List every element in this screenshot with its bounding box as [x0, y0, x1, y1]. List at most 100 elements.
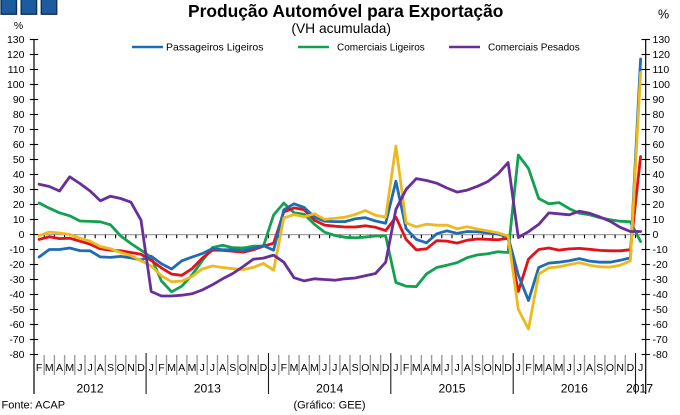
svg-text:Comerciais Ligeiros: Comerciais Ligeiros: [337, 43, 425, 54]
svg-text:M: M: [310, 362, 319, 374]
svg-text:F: F: [36, 362, 42, 374]
svg-text:-60: -60: [653, 319, 668, 331]
svg-text:60: 60: [13, 139, 25, 151]
svg-text:%: %: [14, 20, 23, 32]
svg-text:Comerciais Pesados: Comerciais Pesados: [488, 43, 580, 54]
svg-text:130: 130: [7, 34, 25, 46]
svg-text:50: 50: [13, 154, 25, 166]
svg-text:80: 80: [13, 109, 25, 121]
svg-text:J: J: [210, 362, 215, 374]
svg-text:Passageiros Ligeiros: Passageiros Ligeiros: [166, 42, 263, 54]
svg-text:M: M: [65, 362, 74, 374]
svg-text:(Gráfico: GEE): (Gráfico: GEE): [293, 400, 365, 412]
svg-text:A: A: [56, 362, 63, 374]
svg-text:S: S: [596, 362, 603, 374]
svg-text:F: F: [525, 362, 531, 374]
svg-text:20: 20: [653, 199, 665, 211]
svg-text:A: A: [586, 362, 593, 374]
svg-text:A: A: [97, 362, 104, 374]
svg-text:80: 80: [653, 109, 665, 121]
svg-text:110: 110: [653, 64, 670, 76]
svg-text:M: M: [167, 362, 176, 374]
svg-text:A: A: [464, 362, 471, 374]
svg-text:N: N: [616, 362, 624, 374]
svg-text:D: D: [504, 362, 512, 374]
svg-text:70: 70: [13, 124, 25, 136]
svg-text:-60: -60: [9, 319, 24, 331]
svg-text:S: S: [229, 362, 236, 374]
svg-text:-50: -50: [9, 304, 24, 316]
svg-text:Produção Automóvel para Export: Produção Automóvel para Exportação: [188, 1, 503, 21]
svg-text:-10: -10: [653, 244, 668, 256]
svg-text:2015: 2015: [438, 382, 465, 396]
svg-text:J: J: [87, 362, 92, 374]
svg-text:100: 100: [7, 79, 25, 91]
svg-text:-30: -30: [9, 274, 24, 286]
svg-text:J: J: [516, 362, 521, 374]
svg-text:O: O: [361, 362, 369, 374]
svg-text:A: A: [423, 362, 430, 374]
svg-text:A: A: [301, 362, 308, 374]
svg-text:2017: 2017: [626, 382, 653, 396]
svg-text:F: F: [281, 362, 287, 374]
svg-text:-40: -40: [9, 289, 24, 301]
svg-text:-70: -70: [9, 334, 24, 346]
svg-text:90: 90: [653, 94, 665, 106]
svg-text:M: M: [412, 362, 421, 374]
svg-text:J: J: [77, 362, 82, 374]
svg-text:J: J: [567, 362, 572, 374]
svg-text:40: 40: [653, 169, 665, 181]
svg-text:90: 90: [13, 94, 25, 106]
svg-text:-10: -10: [9, 244, 24, 256]
svg-text:J: J: [149, 362, 154, 374]
svg-text:J: J: [454, 362, 459, 374]
svg-text:N: N: [249, 362, 257, 374]
svg-text:2016: 2016: [561, 382, 588, 396]
svg-text:J: J: [638, 362, 643, 374]
svg-text:S: S: [352, 362, 359, 374]
svg-text:60: 60: [653, 139, 665, 151]
svg-text:2014: 2014: [316, 382, 343, 396]
svg-text:M: M: [290, 362, 299, 374]
svg-text:O: O: [606, 362, 614, 374]
svg-text:130: 130: [653, 34, 671, 46]
svg-text:2013: 2013: [194, 382, 221, 396]
svg-text:0: 0: [653, 229, 659, 241]
svg-text:D: D: [382, 362, 390, 374]
svg-text:-40: -40: [653, 289, 668, 301]
svg-text:2012: 2012: [77, 382, 104, 396]
svg-text:100: 100: [653, 79, 671, 91]
svg-text:30: 30: [653, 184, 665, 196]
svg-text:Fonte: ACAP: Fonte: ACAP: [2, 400, 66, 412]
svg-text:J: J: [393, 362, 398, 374]
svg-text:J: J: [332, 362, 337, 374]
svg-text:O: O: [117, 362, 125, 374]
svg-text:A: A: [341, 362, 348, 374]
svg-text:120: 120: [7, 49, 25, 61]
svg-text:70: 70: [653, 124, 665, 136]
svg-text:110: 110: [8, 64, 25, 76]
svg-text:D: D: [137, 362, 145, 374]
svg-text:30: 30: [13, 184, 25, 196]
svg-text:S: S: [107, 362, 114, 374]
svg-text:J: J: [200, 362, 205, 374]
svg-text:N: N: [127, 362, 135, 374]
svg-text:D: D: [627, 362, 635, 374]
svg-text:-80: -80: [9, 349, 24, 361]
svg-text:10: 10: [653, 214, 665, 226]
svg-text:50: 50: [653, 154, 665, 166]
svg-text:S: S: [474, 362, 481, 374]
svg-text:D: D: [260, 362, 268, 374]
svg-text:0: 0: [19, 229, 25, 241]
svg-text:-20: -20: [653, 259, 668, 271]
svg-text:J: J: [577, 362, 582, 374]
svg-text:O: O: [239, 362, 247, 374]
svg-text:A: A: [178, 362, 185, 374]
svg-text:M: M: [188, 362, 197, 374]
svg-text:N: N: [494, 362, 502, 374]
svg-text:J: J: [444, 362, 449, 374]
svg-text:10: 10: [13, 214, 25, 226]
svg-text:M: M: [555, 362, 564, 374]
svg-text:J: J: [322, 362, 327, 374]
svg-text:A: A: [545, 362, 552, 374]
